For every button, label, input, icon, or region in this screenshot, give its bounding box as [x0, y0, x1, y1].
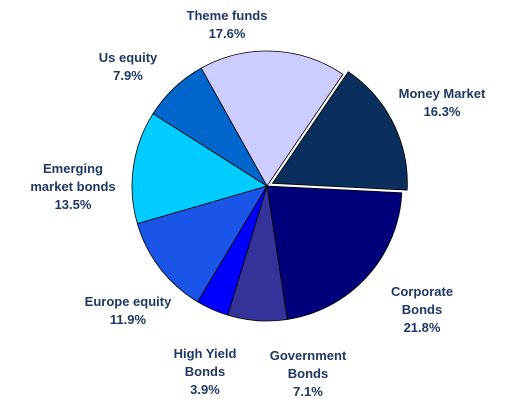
slice-percent-label: 16.3%	[424, 104, 461, 119]
slice-name-label: Theme funds	[187, 8, 268, 23]
slice-money-market	[271, 71, 408, 191]
slice-name-label: Europe equity	[85, 294, 172, 309]
slice-name-label: Us equity	[99, 50, 158, 65]
slice-europe-equity	[136, 185, 268, 303]
slice-theme-funds	[200, 50, 344, 187]
data-label-theme-funds: Theme funds 17.6%	[187, 8, 268, 41]
slice-name-label: Bonds	[402, 302, 442, 317]
data-label-corporate-bonds: Corporate Bonds 21.8%	[391, 284, 453, 335]
slice-name-label: Bonds	[288, 366, 328, 381]
data-label-europe-equity: Europe equity 11.9%	[85, 294, 172, 327]
slice-percent-label: 7.9%	[113, 68, 143, 83]
pie-slices	[131, 50, 408, 322]
slice-percent-label: 21.8%	[404, 320, 441, 335]
data-label-emerging-market-bonds: Emerging market bonds 13.5%	[30, 161, 115, 212]
slice-name-label: Emerging	[43, 161, 103, 176]
slice-percent-label: 17.6%	[209, 26, 246, 41]
slice-name-label: High Yield	[174, 346, 237, 361]
slice-name-label: Bonds	[185, 364, 225, 379]
slice-name-label: Money Market	[399, 86, 486, 101]
slice-percent-label: 13.5%	[55, 197, 92, 212]
slice-percent-label: 3.9%	[190, 382, 220, 397]
slice-percent-label: 7.1%	[293, 384, 323, 399]
slice-corporate-bonds	[266, 185, 403, 320]
data-label-government-bonds: Government Bonds 7.1%	[270, 348, 347, 399]
pie-labels: Money Market 16.3% Corporate Bonds 21.8% Gove…	[30, 8, 486, 399]
slice-name-label: Government	[270, 348, 347, 363]
slice-emerging-market-bonds	[131, 113, 268, 225]
slice-percent-label: 11.9%	[110, 312, 147, 327]
data-label-high-yield-bonds: High Yield Bonds 3.9%	[174, 346, 237, 397]
slice-name-label: market bonds	[30, 179, 115, 194]
data-label-money-market: Money Market 16.3%	[399, 86, 486, 119]
slice-name-label: Corporate	[391, 284, 453, 299]
data-label-us-equity: Us equity 7.9%	[99, 50, 158, 83]
